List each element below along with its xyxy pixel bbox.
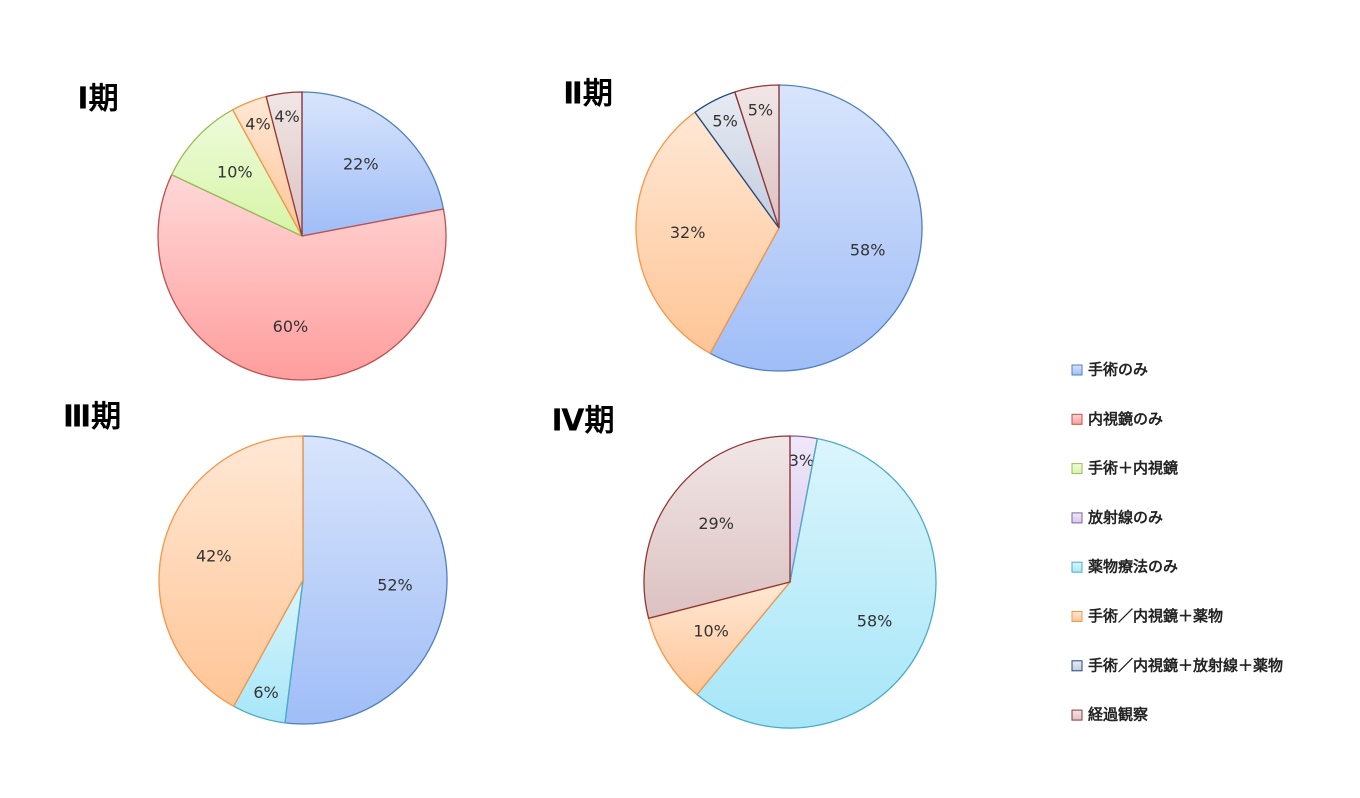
pie-slice [643,435,791,620]
pie-slice [301,91,445,237]
legend-swatch [1071,413,1083,425]
data-label: 42% [196,547,232,566]
legend-label: 放射線のみ [1087,508,1163,526]
chart-title: Ⅲ期 [63,400,121,435]
legend-label: 手術＋内視鏡 [1088,459,1178,477]
pie-slice [733,84,780,229]
data-label: 4% [274,107,299,126]
data-label: 58% [857,611,893,630]
pie-slice [265,91,303,237]
pie-slice [635,111,780,355]
legend-label: 薬物療法のみ [1087,558,1178,576]
legend-label: 経過観察 [1088,706,1149,724]
pie-slice [696,437,937,729]
data-label: 29% [698,514,734,533]
pie-slice [170,108,304,238]
chart-title: Ⅳ期 [552,404,615,439]
pie-slice [157,173,447,381]
legend-swatch [1071,561,1083,573]
chart-title: Ⅰ期 [77,82,118,117]
pie-slice [158,435,304,708]
legend-swatch [1071,364,1083,376]
legend-swatch [1071,463,1083,475]
data-label: 5% [748,100,773,119]
legend-label: 手術／内視鏡＋放射線＋薬物 [1088,656,1283,674]
data-label: 3% [789,451,814,470]
data-label: 60% [273,317,309,336]
chart-title: Ⅱ期 [563,77,613,112]
data-label: 6% [253,683,278,702]
legend-swatch [1071,660,1083,672]
legend-label: 手術のみ [1088,361,1148,379]
pie-slice [647,580,792,696]
legend-label: 内視鏡のみ [1088,410,1163,428]
data-label: 4% [245,114,270,133]
data-label: 52% [377,575,413,594]
data-label: 32% [670,223,706,242]
legend-label: 手術／内視鏡＋薬物 [1088,607,1223,625]
data-label: 10% [693,622,729,641]
legend-swatch [1071,709,1083,721]
pie-slice [284,435,448,725]
data-label: 58% [850,240,886,259]
data-label: 5% [712,112,737,131]
legend-swatch [1071,512,1083,524]
data-label: 22% [343,154,379,173]
data-label: 10% [217,162,253,181]
legend-swatch [1071,611,1083,622]
pie-slice [709,84,923,372]
